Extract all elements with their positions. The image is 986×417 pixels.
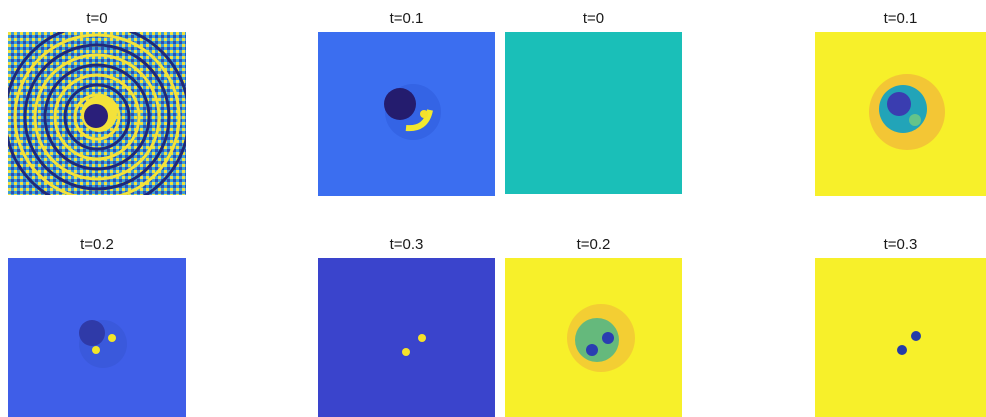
blue-field [8, 258, 186, 417]
panel-1: t=0 [8, 10, 186, 196]
panel-6: t=0.3 [318, 236, 495, 417]
panel-title: t=0 [86, 10, 108, 27]
field-image [8, 32, 186, 195]
panel-3: t=0 [505, 10, 682, 196]
yellow-field [505, 258, 682, 417]
panel-title: t=0.1 [883, 10, 918, 27]
field-image [815, 258, 986, 417]
field-image [505, 32, 682, 194]
panel-title: t=0.2 [576, 236, 611, 253]
panel-title: t=0.1 [389, 10, 424, 27]
panel-4: t=0.1 [815, 10, 986, 196]
field-image [318, 258, 495, 417]
panel-title: t=0.3 [883, 236, 918, 253]
panel-7: t=0.2 [505, 236, 682, 417]
panel-title: t=0 [582, 10, 605, 27]
deep-blue-field [318, 258, 495, 417]
blue-field [318, 32, 495, 196]
rings-pattern [8, 32, 186, 195]
flat-teal-field [505, 32, 682, 194]
field-image [815, 32, 986, 196]
panel-8: t=0.3 [815, 236, 986, 417]
field-image [505, 258, 682, 417]
panel-5: t=0.2 [8, 236, 186, 417]
panel-title: t=0.3 [389, 236, 424, 253]
field-image [318, 32, 495, 196]
field-image [8, 258, 186, 417]
panel-title: t=0.2 [80, 236, 114, 253]
panel-2: t=0.1 [318, 10, 495, 196]
yellow-field [815, 258, 986, 417]
yellow-field [815, 32, 986, 196]
